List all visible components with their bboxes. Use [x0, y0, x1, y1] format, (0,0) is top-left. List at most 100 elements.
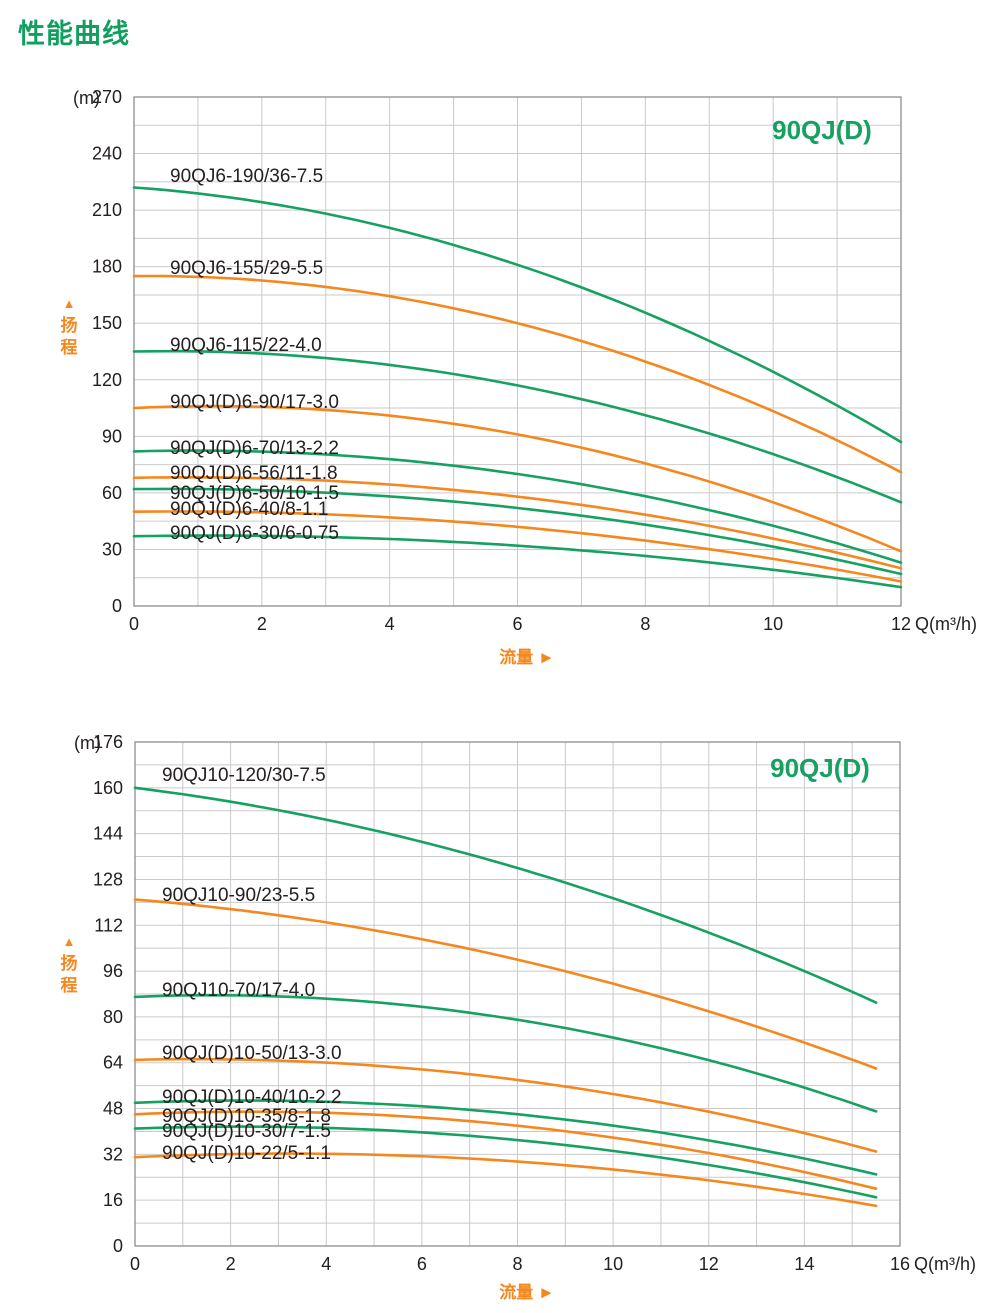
y-tick-label: 128 — [93, 869, 123, 889]
pump-curve — [132, 349, 903, 504]
pump-curve — [133, 786, 878, 1004]
x-tick-label: 0 — [129, 614, 139, 634]
y-tick-label: 90 — [102, 426, 122, 446]
y-tick-label: 96 — [103, 961, 123, 981]
curve-label: 90QJ(D)10-30/7-1.5 — [162, 1121, 331, 1142]
y-axis-caption-char: 程 — [61, 338, 78, 357]
y-tick-label: 270 — [92, 87, 122, 107]
x-tick-label: 6 — [512, 614, 522, 634]
x-tick-label: 16 — [890, 1254, 910, 1274]
y-tick-label: 48 — [103, 1099, 123, 1119]
y-tick-label: 112 — [94, 915, 123, 935]
curve-label: 90QJ(D)10-50/13-3.0 — [162, 1043, 342, 1064]
curve-label: 90QJ(D)6-40/8-1.1 — [170, 499, 328, 520]
pump-curves — [132, 186, 903, 589]
gridlines — [133, 96, 902, 607]
x-tick-label: 14 — [794, 1254, 814, 1274]
y-axis-caption: ▲ 扬程 — [61, 296, 78, 357]
x-tick-label: 4 — [385, 614, 395, 634]
pump-curve — [133, 1152, 878, 1208]
y-tick-label: 80 — [103, 1007, 123, 1027]
x-tick-label: 6 — [417, 1254, 427, 1274]
chart-title: 90QJ(D) — [770, 753, 870, 783]
y-tick-label: 0 — [113, 1236, 123, 1256]
y-tick-label: 240 — [92, 144, 122, 164]
y-tick-label: 150 — [92, 313, 122, 333]
y-axis-caption: ▲ 扬程 — [61, 934, 78, 995]
y-tick-label: 30 — [102, 539, 122, 559]
y-tick-label: 144 — [93, 824, 123, 844]
chart-top: 0 2 4 6 8 10 120306090120150180210240270Q(m³/h… — [61, 87, 978, 667]
y-tick-label: 160 — [93, 778, 123, 798]
y-axis-caption-char: 扬 — [61, 315, 78, 335]
page-title: 性能曲线 — [18, 19, 130, 49]
x-tick-label: 10 — [603, 1254, 623, 1274]
y-tick-label: 120 — [92, 370, 122, 390]
curve-label: 90QJ(D)10-22/5-1.1 — [162, 1143, 331, 1164]
pump-curve — [133, 1057, 878, 1153]
pump-curve — [132, 510, 903, 583]
x-tick-label: 10 — [763, 614, 783, 634]
y-tick-label: 32 — [103, 1144, 123, 1164]
axis-tick-labels: 0 2 4 6 8 10 12 14 16016324864809611212814416017… — [93, 732, 910, 1274]
y-tick-label: 180 — [92, 257, 122, 277]
y-tick-label: 176 — [93, 732, 123, 752]
curve-label: 90QJ6-155/29-5.5 — [170, 258, 323, 279]
chart-title: 90QJ(D) — [772, 115, 872, 145]
y-tick-label: 16 — [103, 1190, 123, 1210]
x-axis-caption: 流量 ► — [499, 647, 555, 667]
pump-curve — [132, 404, 903, 553]
y-tick-label: 60 — [102, 483, 122, 503]
y-tick-label: 210 — [92, 200, 122, 220]
x-axis-unit-label: Q(m³/h) — [914, 1254, 976, 1274]
y-axis-caption-char: 扬 — [61, 953, 78, 973]
y-tick-label: 64 — [103, 1053, 123, 1073]
curve-labels: 90QJ10-120/30-7.5 90QJ10-90/23-5.5 90QJ10-… — [162, 765, 342, 1164]
x-tick-label: 12 — [891, 614, 911, 634]
pump-curve — [132, 534, 903, 589]
x-axis-caption: 流量 ► — [499, 1282, 555, 1302]
curve-label: 90QJ(D)6-56/11-1.8 — [170, 463, 338, 484]
y-axis-unit-label: (m) — [73, 88, 100, 108]
pump-curve — [133, 898, 878, 1070]
chart-bottom: 0 2 4 6 8 10 12 14 16016324864809611212814416017… — [61, 732, 977, 1302]
pump-curve — [133, 1125, 878, 1199]
pump-curve — [132, 186, 903, 444]
pump-curve — [132, 487, 903, 576]
up-arrow-icon: ▲ — [63, 934, 76, 949]
x-tick-label: 4 — [321, 1254, 331, 1274]
x-tick-label: 12 — [699, 1254, 719, 1274]
curve-label: 90QJ(D)10-35/8-1.8 — [162, 1106, 331, 1127]
y-axis-caption-char: 程 — [61, 976, 78, 995]
x-tick-label: 8 — [512, 1254, 522, 1274]
curve-label: 90QJ10-70/17-4.0 — [162, 980, 315, 1001]
x-tick-label: 0 — [130, 1254, 140, 1274]
x-tick-label: 2 — [257, 614, 267, 634]
curve-label: 90QJ(D)6-70/13-2.2 — [170, 438, 339, 459]
up-arrow-icon: ▲ — [63, 296, 76, 311]
x-tick-label: 8 — [640, 614, 650, 634]
y-tick-label: 0 — [112, 596, 122, 616]
pump-curve — [133, 1099, 878, 1176]
pump-curve — [133, 1110, 878, 1190]
y-axis-unit-label: (m) — [74, 733, 101, 753]
curve-label: 90QJ10-90/23-5.5 — [162, 885, 315, 906]
pump-curves — [133, 786, 878, 1208]
curve-label: 90QJ6-190/36-7.5 — [170, 166, 323, 187]
curve-label: 90QJ(D)6-30/6-0.75 — [170, 523, 339, 544]
curve-label: 90QJ(D)6-90/17-3.0 — [170, 392, 339, 413]
curve-label: 90QJ(D)6-50/10-1.5 — [170, 483, 339, 504]
pump-curve — [132, 475, 903, 570]
curve-label: 90QJ(D)10-40/10-2.2 — [162, 1087, 342, 1108]
x-axis-unit-label: Q(m³/h) — [915, 614, 977, 634]
curve-labels: 90QJ6-190/36-7.5 90QJ6-155/29-5.5 90QJ6-11… — [170, 166, 339, 544]
curve-label: 90QJ6-115/22-4.0 — [170, 335, 322, 356]
x-tick-label: 2 — [226, 1254, 236, 1274]
plot-border — [134, 741, 901, 1247]
pump-curve — [132, 449, 903, 564]
curve-label: 90QJ10-120/30-7.5 — [162, 765, 326, 786]
pump-curve — [132, 274, 903, 474]
pump-curve — [133, 993, 878, 1113]
